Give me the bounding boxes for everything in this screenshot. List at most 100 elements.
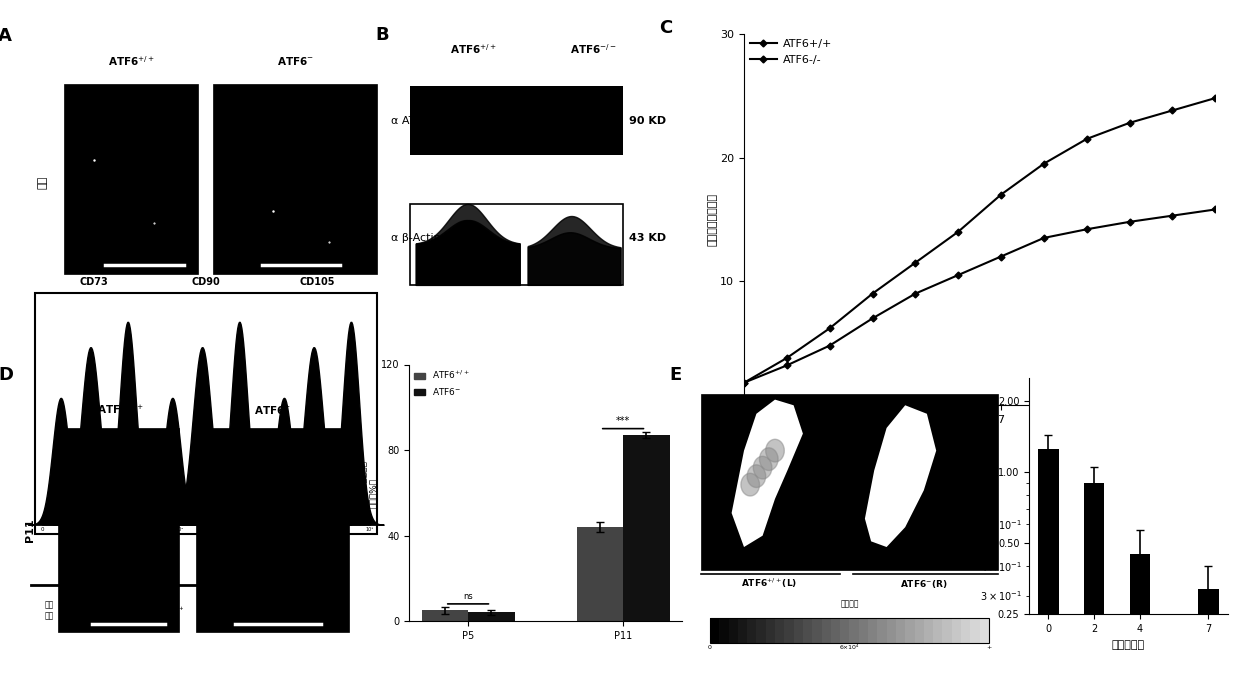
FancyBboxPatch shape — [766, 618, 775, 643]
Bar — [469, 612, 515, 621]
Text: 10⁵: 10⁵ — [254, 527, 262, 532]
Text: ATF6$^{-}$: ATF6$^{-}$ — [254, 404, 291, 416]
Bar — [577, 527, 624, 621]
Text: ATF6$^{-}$(R): ATF6$^{-}$(R) — [900, 578, 947, 590]
Text: ATF6$^{+/+}$(L): ATF6$^{+/+}$(L) — [740, 576, 797, 590]
FancyBboxPatch shape — [878, 618, 887, 643]
ATF6+/+ — [1208, 205, 1223, 213]
Text: α ATF6: α ATF6 — [392, 116, 429, 126]
Text: 10²: 10² — [64, 527, 72, 532]
FancyBboxPatch shape — [738, 618, 748, 643]
Text: 10⁵: 10⁵ — [366, 527, 373, 532]
FancyBboxPatch shape — [57, 428, 179, 632]
ATF6-/- — [908, 259, 923, 267]
Text: *: * — [1137, 601, 1142, 612]
ATF6-/- — [1208, 94, 1223, 102]
ATF6+/+ — [993, 252, 1008, 261]
FancyBboxPatch shape — [64, 84, 198, 274]
ATF6-/- — [1037, 160, 1052, 168]
FancyBboxPatch shape — [858, 618, 868, 643]
Line: ATF6-/-: ATF6-/- — [742, 96, 1218, 385]
ATF6+/+ — [1122, 218, 1137, 226]
Text: ***: *** — [616, 416, 630, 427]
Text: +: + — [986, 645, 992, 650]
FancyBboxPatch shape — [934, 618, 942, 643]
FancyBboxPatch shape — [410, 86, 624, 155]
ATF6-/- — [780, 354, 795, 362]
Text: 10⁴: 10⁴ — [117, 527, 124, 532]
PathPatch shape — [866, 405, 936, 547]
Text: 43 KD: 43 KD — [629, 234, 666, 243]
Text: 0: 0 — [264, 527, 267, 532]
Text: 0: 0 — [708, 645, 712, 650]
Bar — [1130, 554, 1149, 675]
ATF6+/+ — [780, 361, 795, 369]
ATF6+/+ — [822, 342, 837, 350]
Text: C: C — [660, 19, 672, 37]
Text: 6×10⁴: 6×10⁴ — [839, 645, 859, 650]
FancyBboxPatch shape — [775, 618, 785, 643]
FancyBboxPatch shape — [804, 618, 812, 643]
FancyBboxPatch shape — [822, 618, 831, 643]
Text: A: A — [0, 26, 11, 45]
Legend: ATF6+/+, ATF6-/-: ATF6+/+, ATF6-/- — [749, 39, 832, 65]
FancyBboxPatch shape — [980, 618, 990, 643]
Text: CD105: CD105 — [300, 277, 335, 287]
Text: 10³: 10³ — [91, 527, 98, 532]
X-axis label: 细胞代数: 细胞代数 — [965, 430, 994, 443]
Text: ATF6$^{+/+}$: ATF6$^{+/+}$ — [450, 43, 496, 56]
FancyBboxPatch shape — [748, 618, 756, 643]
Bar — [1084, 483, 1105, 675]
ATF6+/+ — [1037, 234, 1052, 242]
Text: D: D — [0, 366, 14, 383]
Text: 0: 0 — [153, 527, 155, 532]
Text: CD73: CD73 — [79, 277, 109, 287]
ATF6+/+ — [737, 379, 751, 387]
Text: 10³: 10³ — [202, 527, 210, 532]
Text: 90 KD: 90 KD — [629, 116, 666, 126]
Text: 10⁵: 10⁵ — [143, 527, 150, 532]
Text: ATF6$^{+/+}$: ATF6$^{+/+}$ — [108, 55, 155, 68]
Text: 10⁴: 10⁴ — [340, 527, 347, 532]
FancyBboxPatch shape — [841, 618, 849, 643]
Bar — [1038, 449, 1059, 675]
FancyBboxPatch shape — [952, 618, 961, 643]
Text: P11: P11 — [25, 518, 35, 542]
Text: 明场: 明场 — [37, 176, 47, 189]
ATF6-/- — [993, 190, 1008, 198]
Ellipse shape — [766, 439, 785, 462]
Line: ATF6+/+: ATF6+/+ — [742, 207, 1218, 385]
Text: 10⁴: 10⁴ — [228, 527, 236, 532]
Bar — [1198, 589, 1219, 675]
FancyBboxPatch shape — [729, 618, 738, 643]
ATF6-/- — [737, 379, 751, 387]
FancyBboxPatch shape — [711, 618, 719, 643]
ATF6-/- — [951, 227, 966, 236]
Text: ns: ns — [464, 592, 472, 601]
FancyBboxPatch shape — [924, 618, 934, 643]
ATF6+/+ — [908, 290, 923, 298]
Text: 同型
对照: 同型 对照 — [45, 601, 55, 620]
Ellipse shape — [742, 473, 759, 496]
FancyBboxPatch shape — [196, 428, 350, 632]
Ellipse shape — [754, 456, 771, 479]
FancyBboxPatch shape — [868, 618, 878, 643]
Text: E: E — [670, 366, 682, 383]
Text: 0: 0 — [41, 527, 43, 532]
Text: 10²: 10² — [176, 527, 184, 532]
FancyBboxPatch shape — [812, 618, 822, 643]
ATF6+/+ — [1164, 212, 1179, 220]
FancyBboxPatch shape — [756, 618, 766, 643]
Text: 10²: 10² — [288, 527, 295, 532]
FancyBboxPatch shape — [213, 84, 377, 274]
FancyBboxPatch shape — [895, 618, 905, 643]
ATF6-/- — [822, 324, 837, 332]
Y-axis label: SA-β-Gal 阳性细胞
比例（%）: SA-β-Gal 阳性细胞 比例（%） — [358, 461, 378, 524]
FancyBboxPatch shape — [35, 293, 377, 534]
FancyBboxPatch shape — [915, 618, 924, 643]
ATF6-/- — [866, 290, 880, 298]
Text: ATF6$^{+/+}$: ATF6$^{+/+}$ — [97, 402, 144, 416]
ATF6+/+ — [1079, 225, 1094, 234]
ATF6+/+ — [951, 271, 966, 279]
Text: B: B — [374, 26, 388, 44]
